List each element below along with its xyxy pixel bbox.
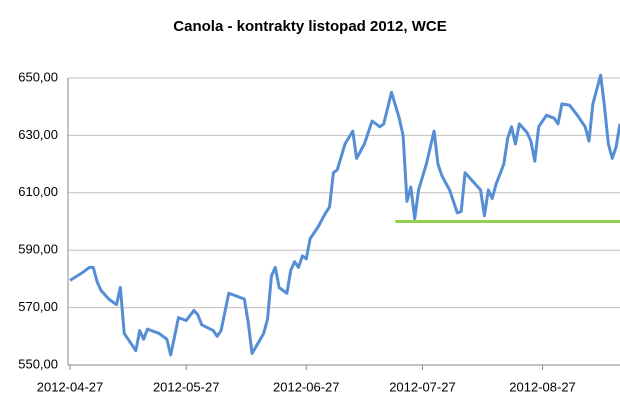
- y-tick-label: 650,00: [18, 69, 58, 84]
- y-tick-label: 550,00: [18, 356, 58, 371]
- y-tick-label: 590,00: [18, 242, 58, 257]
- x-tick-label: 2012-07-27: [389, 379, 456, 394]
- y-tick-label: 610,00: [18, 184, 58, 199]
- x-tick-label: 2012-08-27: [509, 379, 576, 394]
- series-line: [69, 73, 620, 357]
- x-tick-label: 2012-05-27: [153, 379, 220, 394]
- y-tick-label: 630,00: [18, 127, 58, 142]
- y-tick-label: 570,00: [18, 299, 58, 314]
- chart-title: Canola - kontrakty listopad 2012, WCE: [173, 18, 446, 35]
- x-tick-label: 2012-06-27: [273, 379, 340, 394]
- x-tick-label: 2012-04-27: [37, 379, 104, 394]
